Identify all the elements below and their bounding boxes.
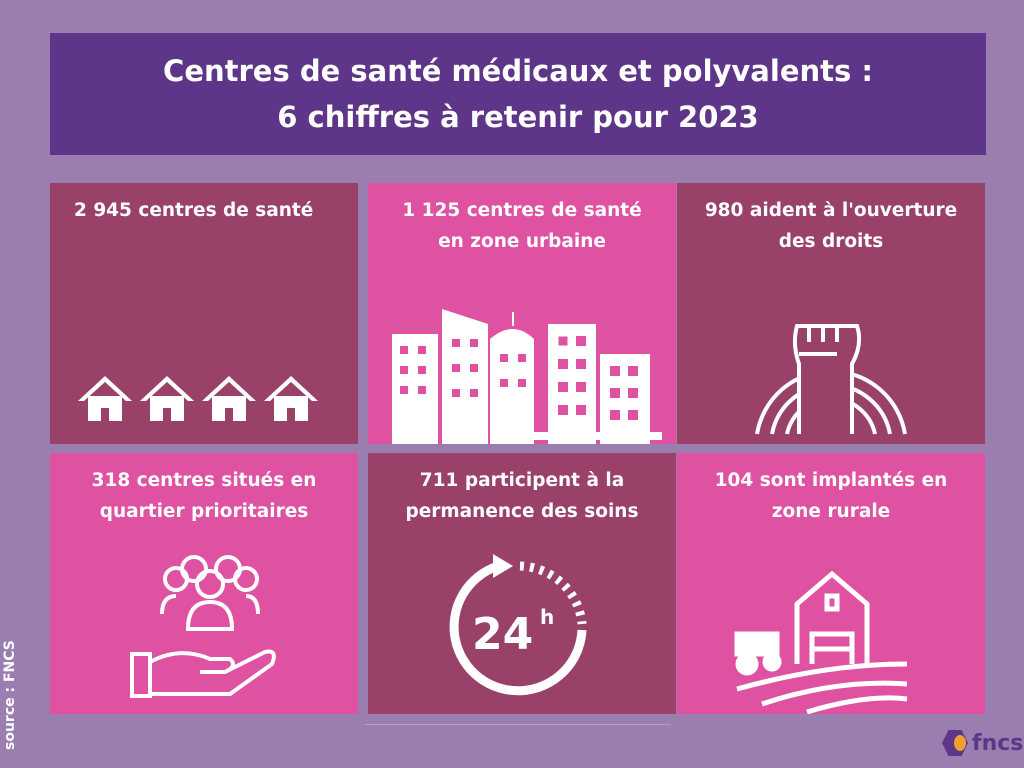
- hand-people-icon: [130, 555, 276, 698]
- buildings-icon: [392, 309, 662, 444]
- tile-text: 980 aident à l'ouverture: [704, 200, 958, 221]
- tile-centres: 2 945 centres de santé: [50, 183, 358, 444]
- logo-text: fncs: [972, 730, 1024, 756]
- tile-text: zone rurale: [771, 501, 891, 522]
- clock-24h-icon: 24 h: [449, 554, 587, 696]
- clock-24-text: 24: [472, 609, 533, 660]
- divider: [365, 724, 671, 725]
- clock-h-text: h: [540, 605, 554, 629]
- tile-quartiers: 318 centres situés en quartier prioritai…: [50, 453, 358, 714]
- fncs-logo: fncs: [942, 730, 1023, 756]
- tile-text: 2 945 centres de santé: [74, 200, 314, 221]
- houses-icon: [78, 376, 318, 421]
- title-line-1: Centres de santé médicaux et polyvalents…: [163, 54, 873, 88]
- tile-permanence: 711 participent à la permanence des soin…: [368, 453, 676, 714]
- tile-text: 1 125 centres de santé: [402, 200, 642, 221]
- logo-hexagon-icon: [942, 730, 968, 756]
- farm-icon: [734, 570, 908, 714]
- source-label: source : FNCS: [2, 640, 18, 750]
- tile-droits: 980 aident à l'ouverture des droits: [677, 183, 985, 444]
- tile-text: quartier prioritaires: [99, 501, 309, 522]
- tile-urbain: 1 125 centres de santé en zone urbaine: [368, 183, 676, 444]
- tile-text: 711 participent à la: [419, 470, 625, 491]
- tile-text: 104 sont implantés en: [714, 470, 948, 491]
- tile-rural: 104 sont implantés en zone rurale: [677, 453, 985, 714]
- title-line-2: 6 chiffres à retenir pour 2023: [277, 100, 759, 134]
- tile-text: 318 centres situés en: [91, 470, 317, 491]
- tile-text: en zone urbaine: [438, 231, 606, 252]
- raised-fist-icon: [755, 324, 907, 435]
- page-title: Centres de santé médicaux et polyvalents…: [50, 33, 986, 155]
- tile-text: permanence des soins: [405, 501, 639, 522]
- tile-text: des droits: [778, 231, 884, 252]
